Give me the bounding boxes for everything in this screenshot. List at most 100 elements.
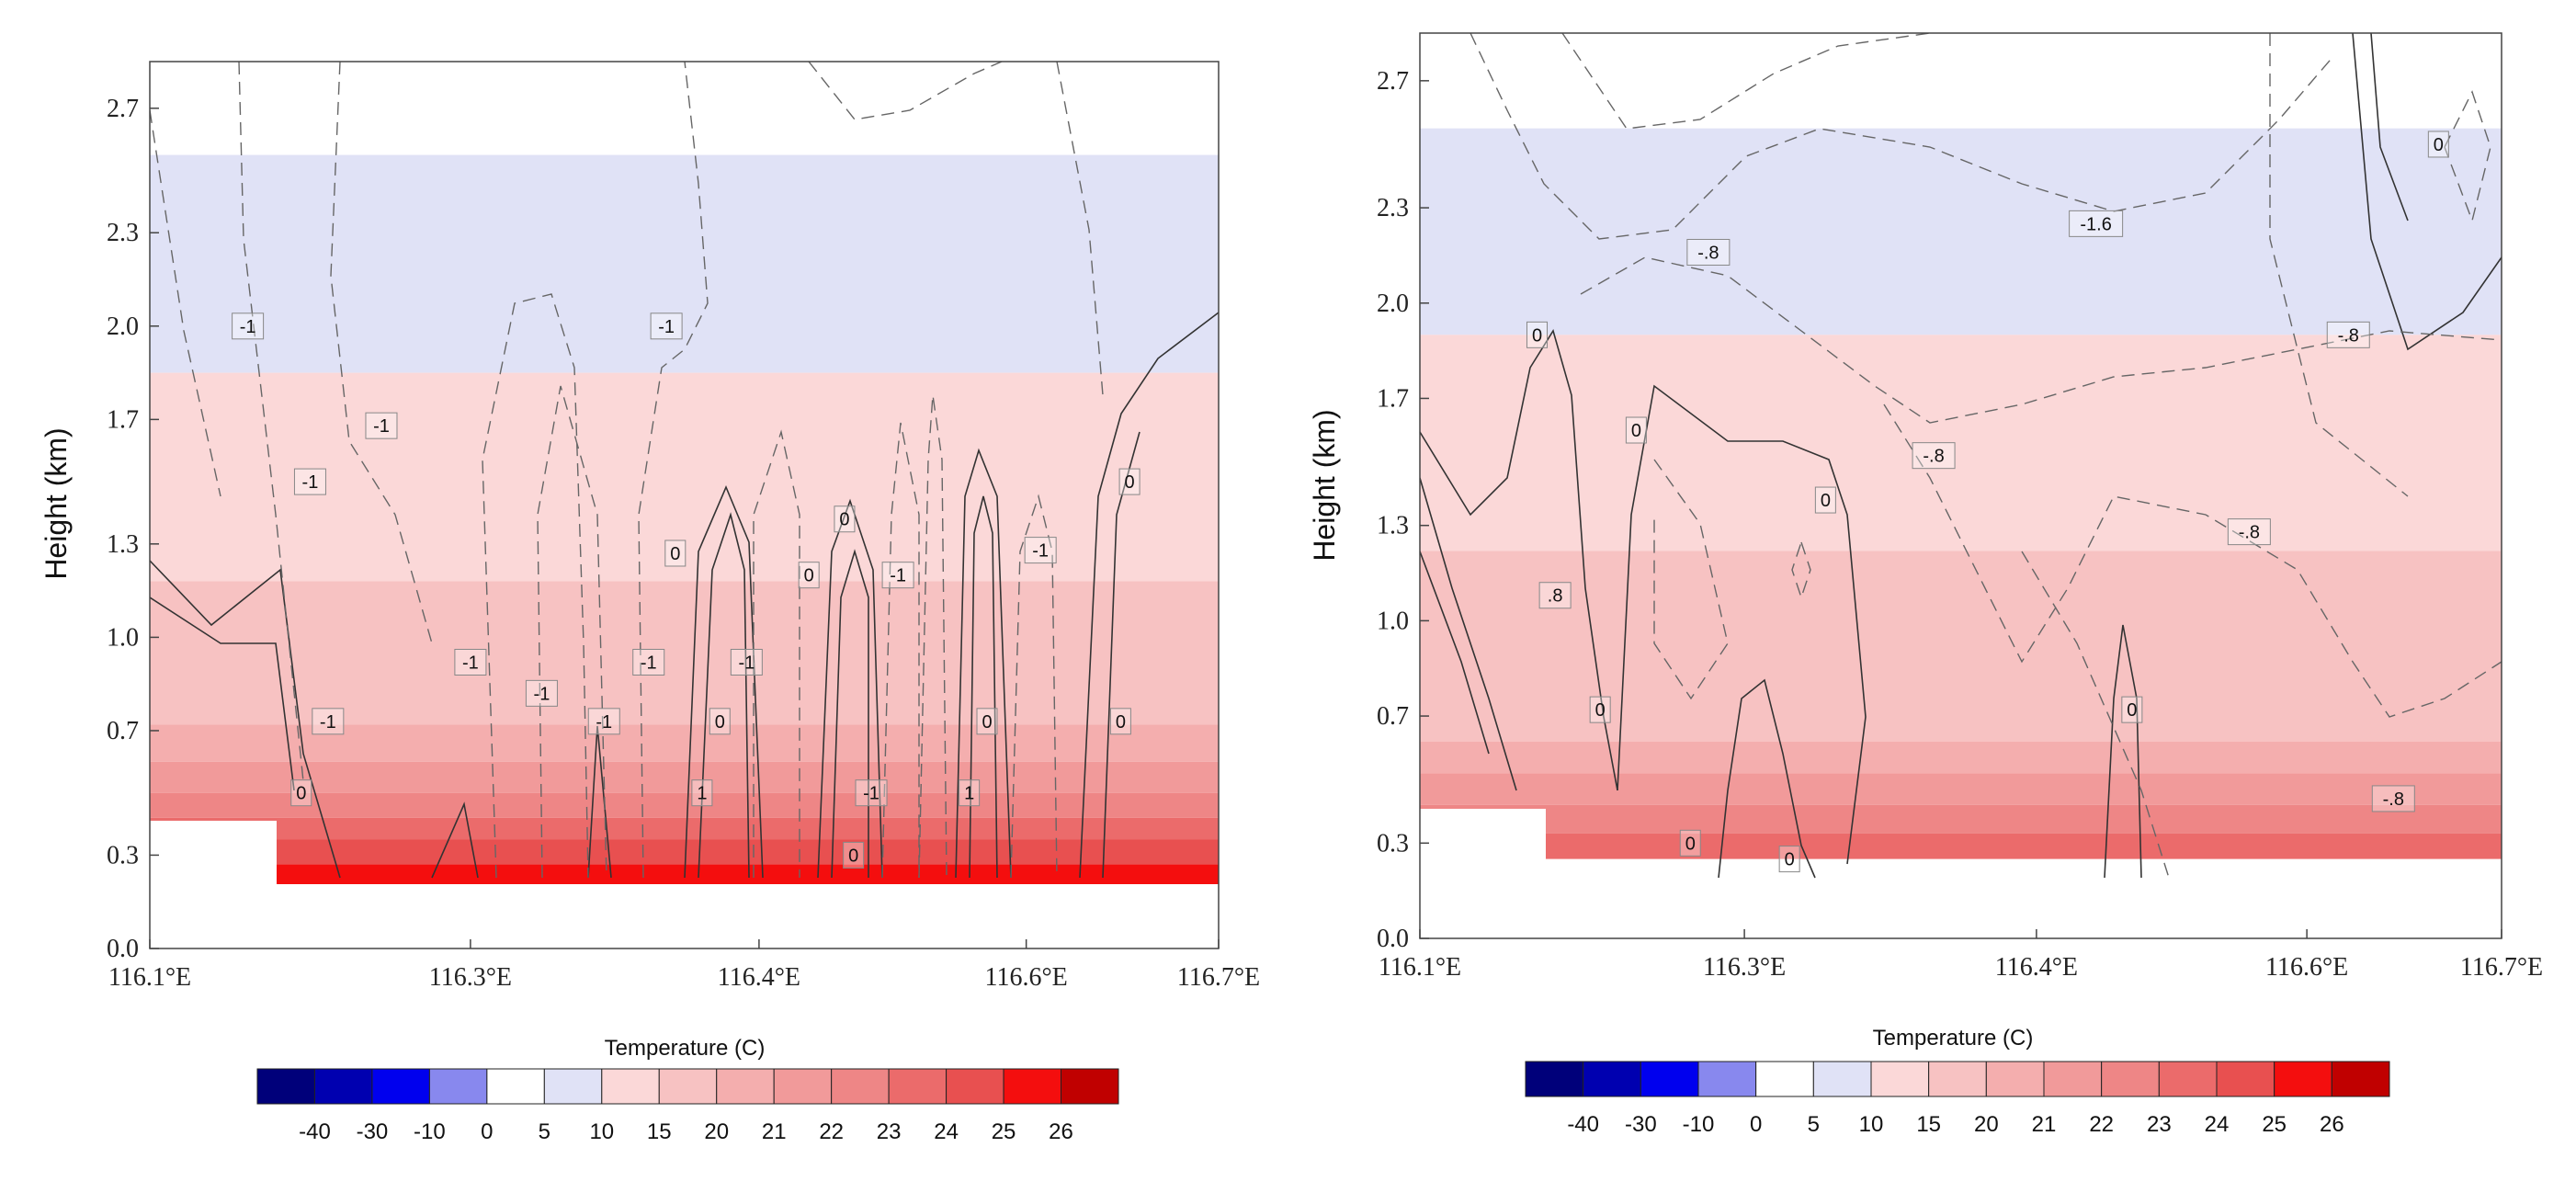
contour-label-box — [1024, 537, 1057, 564]
contour-label-box — [1589, 696, 1611, 723]
solid-contour — [1420, 551, 1490, 755]
colorbar-level-label: 24 — [2205, 1112, 2230, 1137]
solid-contour — [1718, 678, 1816, 879]
colorbar-level-label: 26 — [2320, 1112, 2344, 1137]
contour-label: -.8 — [2338, 325, 2359, 346]
colorbar-swatch — [1812, 1061, 1872, 1097]
contour-label-box — [834, 505, 856, 533]
contour-label: -1 — [738, 653, 755, 673]
colorbar-swatch — [486, 1068, 545, 1105]
contour-label-box — [312, 708, 345, 735]
colorbar-level-label: 22 — [819, 1119, 844, 1144]
contour-label: -1 — [596, 712, 612, 733]
contour-label-box — [2427, 131, 2449, 158]
contour-labels-right: 0 -1.6 -.8 0 -.8 0 -.8 0 -.8 .8 0 0 -.8 0 0 — [1526, 131, 2449, 873]
contour-lines-left — [150, 312, 1219, 879]
solid-contour — [698, 512, 750, 879]
dashed-contour — [753, 429, 800, 878]
y-tick-label: 1.0 — [1377, 607, 1409, 635]
colorbar-swatch — [2043, 1061, 2103, 1097]
contour-label: 0 — [1631, 421, 1641, 441]
colorbar-swatch — [946, 1068, 1004, 1105]
contour-label-box — [1686, 238, 1731, 266]
contour-label-box — [1538, 582, 1572, 609]
colorbar-level-label: 15 — [1916, 1112, 1941, 1137]
colorbar-swatch — [1985, 1061, 2045, 1097]
y-tick-label: 0.3 — [107, 841, 139, 869]
contour-label: 0 — [982, 712, 992, 733]
contour-label: 0 — [1821, 491, 1831, 511]
colorbar-swatch — [1755, 1061, 1814, 1097]
colorbar-level-label: 10 — [589, 1119, 614, 1144]
shading-band-23-24 — [1420, 833, 2502, 859]
solid-contour — [1617, 384, 1867, 865]
contour-label-box — [959, 779, 981, 807]
contour-label-box — [1526, 321, 1549, 348]
colorbar-level-label: 0 — [1750, 1112, 1762, 1137]
shading-band-20-21 — [150, 724, 1219, 762]
contour-label: 0 — [839, 510, 849, 530]
contour-label-box — [454, 648, 487, 676]
colorbar-swatch — [773, 1068, 833, 1105]
shading-band-21-22 — [150, 761, 1219, 793]
y-tick-label: 1.7 — [1377, 384, 1409, 413]
dashed-contour — [330, 62, 433, 644]
contour-label-box — [2121, 696, 2143, 723]
y-tick-label: 2.0 — [1377, 290, 1409, 318]
colorbar-swatch — [371, 1068, 430, 1105]
contour-label: 0 — [1125, 472, 1135, 493]
contour-lines-right — [1420, 33, 2502, 879]
colorbar-swatch — [313, 1068, 373, 1105]
colorbar-swatch — [601, 1068, 660, 1105]
dashed-contour — [537, 385, 607, 879]
solid-contour — [2370, 33, 2409, 221]
y-tick-label: 2.3 — [1377, 194, 1409, 222]
dashed-contour — [238, 62, 304, 782]
colorbar-swatch — [716, 1068, 775, 1105]
contour-label-box — [232, 312, 265, 340]
contour-label: 0 — [1595, 700, 1606, 721]
colorbar-level-label: 21 — [2032, 1112, 2057, 1137]
solid-contour — [1079, 312, 1219, 879]
contour-label-box — [293, 468, 326, 495]
contour-label-box — [1109, 708, 1131, 735]
colorbar-level-label: 23 — [877, 1119, 902, 1144]
colorbar-swatch — [2158, 1061, 2218, 1097]
shading-band-21-22 — [1420, 773, 2502, 805]
terrain-mask-left — [150, 821, 277, 949]
contour-labels-left: -1 -1 -1 -1 0 0 0 -1 0 -1 -1 -1 -1 -1 -1 -1 0 0 0 0 1 -1 1 0 — [232, 312, 1140, 869]
contour-label-box — [691, 779, 713, 807]
colorbar-swatch — [1640, 1061, 1699, 1097]
colorbar-swatch — [428, 1068, 488, 1105]
y-tick-label: 2.3 — [107, 219, 139, 247]
dashed-contours-right — [1470, 33, 2502, 879]
colorbar-swatch — [256, 1068, 315, 1105]
solid-contour — [2104, 624, 2142, 879]
x-tick-label: 116.1°E — [108, 963, 191, 992]
y-tick-label: 2.0 — [107, 312, 139, 341]
contour-label-box — [587, 708, 620, 735]
colorbar-level-label: 10 — [1859, 1112, 1884, 1137]
contour-label-box — [2371, 785, 2415, 812]
contour-label-box — [976, 708, 998, 735]
dashed-contour — [1010, 494, 1058, 879]
contour-label: 0 — [1785, 850, 1795, 870]
colorbar-swatch — [1583, 1061, 1641, 1097]
contour-label: -1 — [373, 416, 390, 437]
x-tick-label: 116.3°E — [429, 963, 512, 992]
y-tick-label: 0.0 — [107, 935, 139, 963]
solid-contour — [955, 448, 1012, 879]
dashed-contour — [1653, 459, 1729, 700]
contour-label: -1 — [462, 653, 479, 673]
axes-right: 0.0 0.3 0.7 1.0 1.3 1.7 2.0 2.3 2.7 116.1°E 116.3°… — [1377, 32, 2543, 982]
contour-label: -1.6 — [2080, 214, 2111, 234]
terrain-floor-right — [1546, 878, 2502, 938]
contour-label: 0 — [296, 784, 306, 804]
colorbar-level-label: -40 — [1567, 1112, 1599, 1137]
contour-label: 0 — [2127, 700, 2137, 721]
contour-label-box — [843, 841, 865, 869]
colorbar-swatch — [2274, 1061, 2332, 1097]
solid-contour — [1102, 431, 1140, 879]
contour-label: -1 — [240, 317, 256, 337]
colorbar-level-label: 20 — [1974, 1112, 1999, 1137]
